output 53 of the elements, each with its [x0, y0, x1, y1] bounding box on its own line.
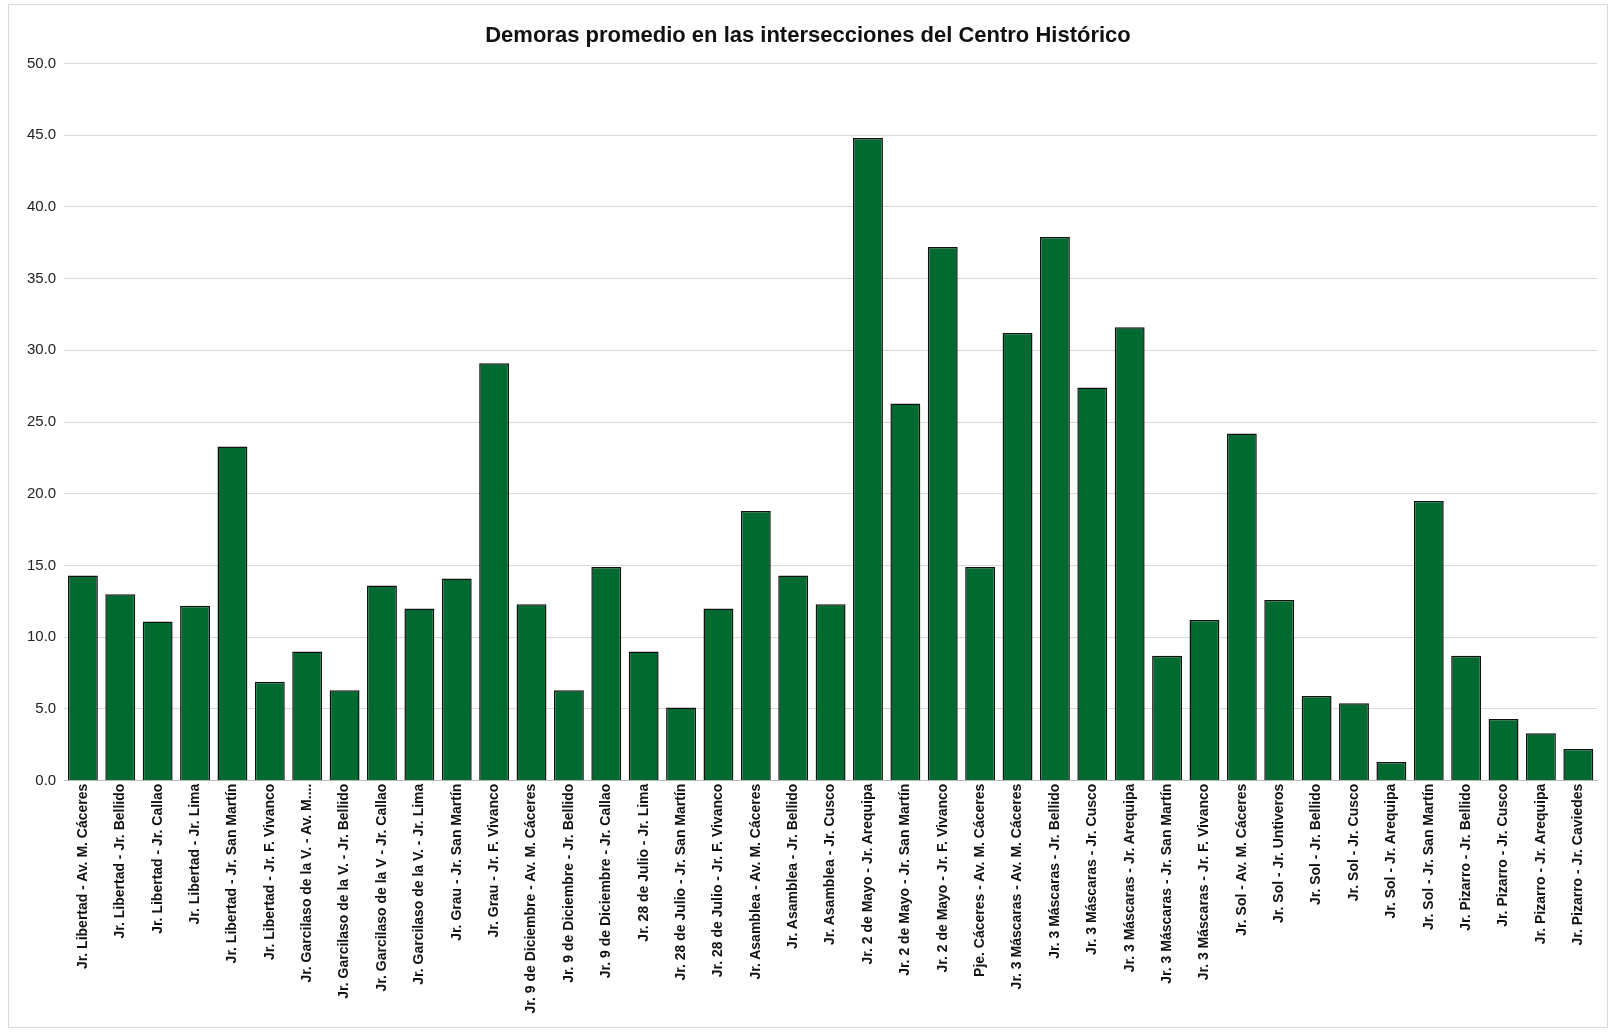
- x-tick-label: Jr. Libertad - Jr. Callao: [148, 783, 165, 934]
- x-tick-label: Jr. Grau - Jr. San Martín: [447, 783, 464, 941]
- x-tick-label: Jr. 3 Máscaras - Jr. Arequipa: [1120, 783, 1137, 973]
- y-tick-label: 0.0: [35, 770, 57, 788]
- x-tick-label: Jr. Garcilaso de la V. - Av. M....: [298, 783, 315, 983]
- y-tick-label: 5.0: [35, 699, 57, 717]
- y-tick-label: 30.0: [26, 340, 57, 358]
- x-tick-label: Jr. Pizarro - Jr. Bellido: [1457, 783, 1474, 931]
- x-tick-label: Jr. 3 Máscaras - Jr. F. Vivanco: [1195, 783, 1212, 981]
- x-tick-label: Jr. 9 de Diciembre - Av. M. Cáceres: [522, 783, 539, 1014]
- x-tick-label: Jr. Libertad - Jr. San Martín: [223, 783, 240, 964]
- y-tick-label: 25.0: [26, 412, 57, 430]
- x-tick-label: Jr. Sol - Jr. San Martín: [1419, 783, 1436, 930]
- y-tick-label: 20.0: [26, 483, 57, 501]
- x-tick-label: Jr. Sol - Av. M. Cáceres: [1232, 783, 1249, 936]
- x-tick-label: Jr. 28 de Julio - Jr. F. Vivanco: [709, 783, 726, 978]
- x-tick-label: Jr. Libertad - Jr. Lima: [185, 783, 202, 925]
- x-tick-label: Jr. 28 de Julio - Jr. Lima: [634, 783, 651, 942]
- x-tick-label: Jr. 9 de Diciembre - Jr. Bellido: [559, 783, 576, 983]
- x-tick-label: Jr. Asamblea - Av. M. Cáceres: [746, 783, 763, 980]
- x-tick-label: Jr. Sol - Jr. Arequipa: [1382, 783, 1399, 919]
- x-tick-label: Jr. Garcilaso de la V - Jr. Callao: [372, 783, 389, 992]
- x-tick-label: Jr. 3 Máscaras - Jr. Cusco: [1083, 783, 1100, 955]
- x-tick-label: Jr. 9 de Diciembre - Jr. Callao: [597, 783, 614, 979]
- y-tick-label: 40.0: [26, 196, 57, 214]
- x-tick-label: Jr. Grau - Jr. F. Vivanco: [484, 783, 501, 938]
- y-tick-label: 35.0: [26, 268, 57, 286]
- x-tick-label: Jr. 3 Máscaras - Jr. Bellido: [1045, 783, 1062, 959]
- y-tick-label: 45.0: [26, 125, 57, 143]
- x-tick-label: Jr. Asamblea - Jr. Cusco: [821, 783, 838, 946]
- x-tick-label: Jr. Pizarro - Jr. Cusco: [1494, 783, 1511, 927]
- x-tick-label: Jr. Asamblea - Jr. Bellido: [784, 783, 801, 949]
- y-tick-label: 10.0: [26, 627, 57, 645]
- x-tick-label: Pje. Cáceres - Av. M. Cáceres: [971, 783, 987, 977]
- x-tick-label: Jr. Garcilaso de la V. - Jr. Lima: [410, 783, 427, 985]
- x-tick-label: Jr. Sol - Jr. Untiveros: [1270, 783, 1287, 923]
- x-tick-label: Jr. Garcilaso de la V. - Jr. Bellido: [335, 783, 352, 999]
- x-tick-label: Jr. 28 de Julio - Jr. San Martín: [671, 783, 688, 981]
- x-tick-label: Jr. Sol - Jr. Bellido: [1307, 783, 1324, 906]
- x-tick-label: Jr. Pizarro - Jr. Caviedes: [1569, 783, 1586, 946]
- x-tick-label: Jr. 2 de Mayo - Jr. F. Vivanco: [933, 783, 950, 973]
- x-tick-label: Jr. Sol - Jr. Cusco: [1344, 783, 1361, 902]
- x-tick-label: Jr. Libertad - Jr. F. Vivanco: [260, 783, 277, 961]
- x-tick-label: Jr. 2 de Mayo - Jr. Arequipa: [858, 783, 875, 965]
- x-tick-label: Jr. Libertad - Av. M. Cáceres: [73, 783, 90, 970]
- x-tick-label: Jr. 3 Máscaras - Av. M. Cáceres: [1008, 783, 1025, 990]
- x-tick-label: Jr. Libertad - Jr. Bellido: [111, 783, 128, 939]
- y-tick-label: 15.0: [26, 555, 57, 573]
- chart-title: Demoras promedio en las intersecciones del Centro Histórico: [485, 22, 1131, 48]
- y-tick-label: 50.0: [26, 53, 57, 71]
- x-tick-label: Jr. Pizarro - Jr. Arequipa: [1531, 783, 1548, 945]
- x-tick-label: Jr. 3 Máscaras - Jr. San Martín: [1157, 783, 1174, 984]
- x-tick-label: Jr. 2 de Mayo - Jr. San Martín: [896, 783, 913, 976]
